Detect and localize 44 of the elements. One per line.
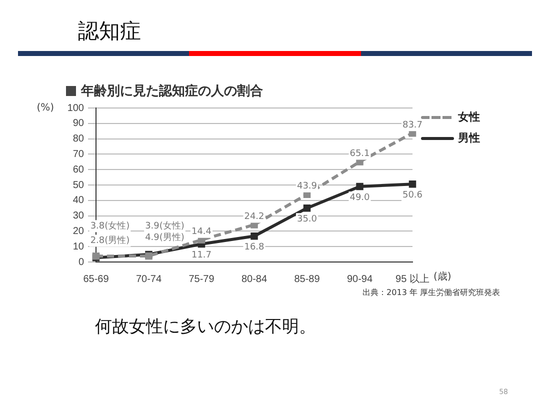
x-tick-label: 70-74 <box>136 274 162 285</box>
point <box>408 180 416 188</box>
data-label: 43.9 <box>296 182 318 192</box>
point <box>303 204 311 212</box>
data-label: 14.4 <box>191 227 212 238</box>
chart-title: 認知症 <box>78 18 141 45</box>
x-tick-label: 75-79 <box>188 274 215 285</box>
data-label: 65.1 <box>350 149 370 160</box>
x-tick-label: 85-89 <box>294 274 320 285</box>
legend-label: 男性 <box>457 132 480 145</box>
y-tick-label: 70 <box>72 148 84 160</box>
data-label: 3.8(女性) <box>90 220 130 232</box>
data-label: 35.0 <box>296 214 318 224</box>
point <box>356 182 364 190</box>
legend-label: 女性 <box>457 110 480 124</box>
data-label: 50.6 <box>402 190 423 200</box>
source-note: 出典：2013 年 厚生労働省研究班発表 <box>362 287 500 298</box>
y-axis-title: (%) <box>36 102 54 114</box>
data-label: 49.0 <box>350 192 370 203</box>
y-tick-label: 30 <box>72 210 84 222</box>
x-tick-label: 90-94 <box>346 274 373 285</box>
data-label: 16.8 <box>244 242 265 252</box>
data-label: 24.2 <box>244 212 264 222</box>
data-label: 83.7 <box>402 120 423 130</box>
data-label: 3.9(女性) <box>145 220 184 232</box>
data-label: 4.9(男性) <box>145 232 184 243</box>
text: 何故女性に多いのかは不明。 <box>95 316 316 338</box>
y-tick-label: 90 <box>72 118 84 130</box>
x-tick-label: 65-69 <box>83 274 110 285</box>
data-label: 11.7 <box>191 250 212 260</box>
x-tick-label: 80-84 <box>241 274 268 285</box>
data-label: 2.8(男性) <box>90 235 130 246</box>
x-axis-title: (歳) <box>433 270 452 283</box>
point <box>250 232 258 240</box>
x-tick-label: 95 以上 <box>396 272 430 285</box>
y-tick-label: 10 <box>72 241 84 252</box>
y-tick-label: 60 <box>72 164 84 176</box>
y-tick-label: 100 <box>67 102 84 114</box>
y-tick-label: 20 <box>72 226 84 237</box>
chart-subtitle: 年齢別に見た認知症の人の割合 <box>81 82 263 100</box>
y-tick-label: 80 <box>72 134 84 145</box>
y-tick-label: 40 <box>72 195 84 206</box>
y-tick-label: 50 <box>72 180 84 191</box>
y-tick-label: 0 <box>78 256 84 268</box>
